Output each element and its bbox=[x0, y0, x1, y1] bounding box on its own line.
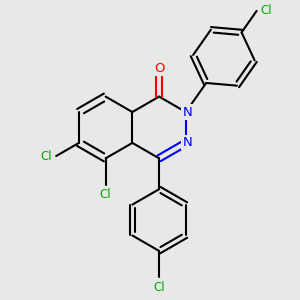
Text: O: O bbox=[154, 62, 164, 75]
Text: N: N bbox=[182, 106, 192, 118]
Text: N: N bbox=[182, 136, 192, 149]
Text: Cl: Cl bbox=[260, 4, 272, 17]
Text: Cl: Cl bbox=[100, 188, 111, 201]
Text: Cl: Cl bbox=[40, 149, 52, 163]
Text: Cl: Cl bbox=[153, 281, 165, 294]
